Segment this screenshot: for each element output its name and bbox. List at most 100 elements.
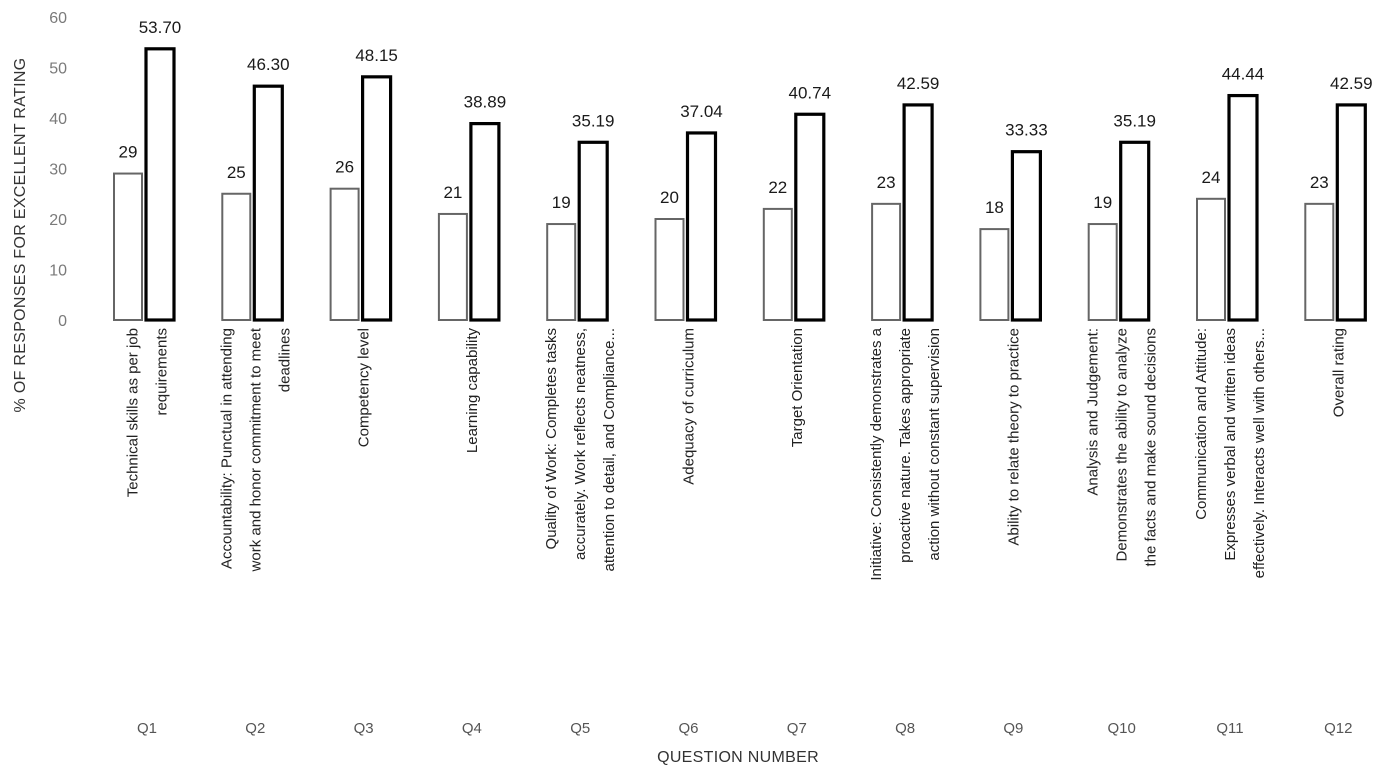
bar-series-1-q7 [762,207,793,321]
bar-series-2-q7 [794,112,826,322]
bar-series-1-q11 [1196,197,1226,321]
data-label-series-2-q7: 40.74 [789,83,832,102]
category-description-line: work and honor commitment to meet [247,327,264,572]
data-label-series-1-q9: 18 [985,198,1004,217]
bar-series-2-q5 [577,140,609,322]
category-description-q1: Technical skills as per job requirements [125,328,171,497]
category-description-q9: Ability to relate theory to practice [1005,328,1022,546]
category-description-line: Expresses verbal and written ideas [1222,328,1239,561]
data-label-series-2-q5: 35.19 [572,111,615,130]
category-descriptions: Technical skills as per job requirements A… [125,327,1348,580]
category-description-line: deadlines [276,328,293,392]
data-label-series-1-q7: 22 [768,178,787,197]
x-tick-label-q1: Q1 [137,720,157,737]
y-tick-label: 0 [58,313,67,330]
bar-series-2-q3 [361,75,393,322]
category-description-line: Communication and Attitude: [1193,328,1210,520]
category-description-line: action without constant supervision [926,328,943,561]
x-tick-label-q7: Q7 [787,720,807,737]
category-description-q4: Learning capability [464,328,481,454]
bar-series-1-q8 [871,202,902,322]
data-label-series-1-q6: 20 [660,188,679,207]
category-description-line: Ability to relate theory to practice [1005,328,1022,546]
data-label-series-1-q2: 25 [227,163,246,182]
category-description-q8: Initiative: Consistently demonstrates a p… [868,327,943,580]
data-label-series-1-q5: 19 [552,193,571,212]
category-description-q11: Communication and Attitude: Expresses ver… [1193,328,1268,578]
data-label-series-1-q10: 19 [1093,193,1112,212]
y-tick-label: 20 [49,212,67,229]
category-description-q7: Target Orientation [789,328,806,447]
category-labels: Q1 Q2 Q3 Q4 Q5 Q6 Q7 Q8 Q9 Q10 Q11 Q12 [137,720,1352,737]
category-description-line: Analysis and Judgement: [1085,328,1102,496]
bar-series-2-q12 [1335,103,1367,322]
category-description-q3: Competency level [356,328,373,447]
category-description-q12: Overall rating [1330,328,1347,417]
data-label-series-1-q1: 29 [119,143,138,162]
bar-series-1-q6 [654,218,685,321]
data-label-series-2-q6: 37.04 [680,102,723,121]
x-tick-label-q6: Q6 [678,720,698,737]
x-tick-label-q5: Q5 [570,720,590,737]
data-label-series-1-q11: 24 [1202,168,1221,187]
category-description-line: Competency level [356,328,373,447]
data-label-series-2-q10: 35.19 [1113,111,1156,130]
data-label-series-1-q8: 23 [877,173,896,192]
y-tick-label: 50 [49,61,67,78]
bar-series-2-q10 [1119,140,1151,322]
y-tick-label: 40 [49,111,67,128]
category-description-line: proactive nature. Takes appropriate [897,328,914,563]
bar-series-1-q2 [221,192,252,321]
category-description-q6: Adequacy of curriculum [681,328,698,485]
data-label-series-2-q3: 48.15 [355,46,398,65]
category-description-line: requirements [154,328,171,416]
x-tick-label-q4: Q4 [462,720,482,737]
data-label-series-2-q11: 44.44 [1222,65,1265,84]
x-tick-label-q9: Q9 [1003,720,1023,737]
bar-series-2-q6 [685,131,718,322]
category-description-line: Demonstrates the ability to analyze [1114,328,1131,561]
data-label-series-1-q4: 21 [443,183,462,202]
x-tick-label-q11: Q11 [1216,720,1243,737]
category-description-q10: Analysis and Judgement: Demonstrates the … [1085,328,1160,566]
y-axis-ticks: 0 10 20 30 40 50 60 [49,10,67,330]
y-tick-label: 10 [49,263,67,280]
category-description-q2: Accountability: Punctual in attending wor… [218,327,293,572]
data-labels: 29 53.70 25 46.30 26 48.15 21 38.89 19 35.19 20 37.… [119,18,1373,217]
category-description-line: the facts and make sound decisions [1143,328,1160,566]
category-description-line: Accountability: Punctual in attending [218,328,235,569]
category-description-line: accurately. Work reflects neatness, [572,328,589,560]
category-description-line: Initiative: Consistently demonstrates a [868,327,885,580]
bar-series-2-q2 [252,84,284,322]
category-description-line: Adequacy of curriculum [681,328,698,485]
data-label-series-2-q4: 38.89 [464,93,507,112]
category-description-line: Technical skills as per job [125,328,142,497]
data-label-series-2-q9: 33.33 [1005,121,1048,140]
bar-series-2-q1 [144,47,176,322]
x-axis-title: QUESTION NUMBER [657,749,819,766]
data-label-series-2-q1: 53.70 [139,18,182,37]
x-tick-label-q2: Q2 [245,720,265,737]
category-description-line: Learning capability [464,328,481,454]
bar-series-1-q1 [113,172,143,321]
category-description-line: Target Orientation [789,328,806,447]
y-tick-label: 30 [49,162,67,179]
category-description-line: effectively. Interacts well with others.… [1251,328,1268,578]
bar-series-1-q4 [437,212,468,321]
bar-series-1-q5 [546,223,577,321]
x-tick-label-q8: Q8 [895,720,915,737]
category-description-line: attention to detail, and Compliance... [601,328,618,572]
bar-series-1-q12 [1304,202,1335,322]
bar-series-2-q9 [1010,150,1043,322]
y-tick-label: 60 [49,10,67,27]
data-label-series-2-q8: 42.59 [897,74,940,93]
bar-series-1-q10 [1087,223,1118,321]
bars [113,47,1367,322]
category-description-line: Overall rating [1330,328,1347,417]
bar-series-1-q3 [329,187,360,321]
category-description-q5: Quality of Work: Completes tasks accurate… [543,328,618,572]
x-tick-label-q12: Q12 [1324,720,1352,737]
data-label-series-2-q2: 46.30 [247,55,290,74]
bar-series-2-q4 [469,122,501,322]
bar-series-2-q11 [1227,93,1259,322]
